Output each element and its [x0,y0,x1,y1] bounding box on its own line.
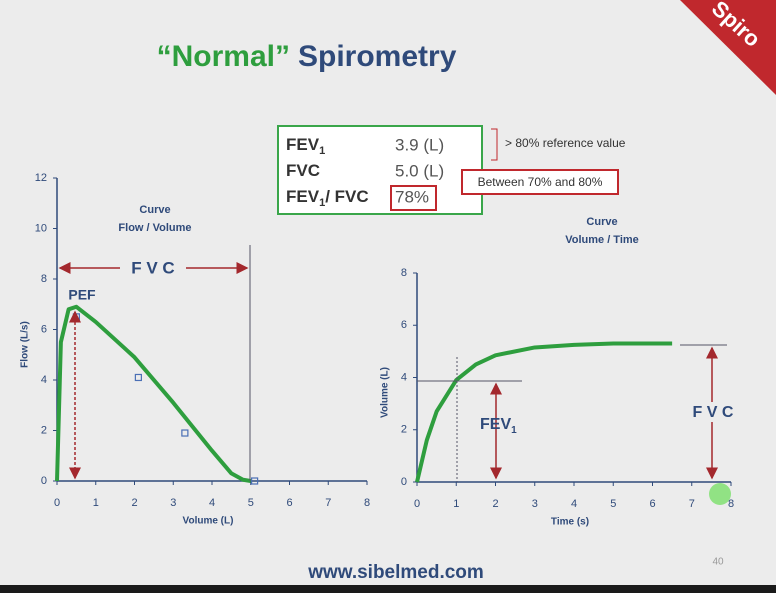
x-axis-label: Time (s) [551,517,589,528]
note: Between 70% and 80% [478,175,603,189]
metric-label: FVC [286,161,320,180]
x-tick-label: 0 [414,498,420,510]
y-tick-label: 2 [41,424,47,436]
x-tick-label: 5 [610,498,616,510]
annotation: F V C [131,258,174,277]
x-tick-label: 4 [209,497,215,509]
annotation-bg [690,402,736,422]
annotation: PEF [68,287,96,303]
x-tick-label: 3 [170,497,176,509]
x-tick-label: 4 [571,498,577,510]
x-tick-label: 6 [649,498,655,510]
reference-point [181,429,189,437]
annotation-text: FEV [480,416,511,433]
y-tick-label: 4 [41,374,47,386]
x-tick-label: 5 [248,497,254,509]
metric-subscript: 1 [319,145,325,157]
chart-title: Curve [586,216,617,228]
x-tick-label: 0 [54,497,60,509]
y-tick-label: 10 [35,222,47,234]
metric-value: 5.0 (L) [395,161,444,180]
x-tick-label: 8 [364,497,370,509]
metrics: FEV1 3.9 (L)FVC 5.0 (L)FEV1/ FVC 78% [286,135,444,208]
x-tick-label: 7 [325,497,331,509]
corner-banner [680,0,776,95]
x-axis-label: Volume (L) [183,516,234,527]
title-rest: Spirometry [298,40,457,73]
x-tick-label: 1 [453,498,459,510]
x-tick-label: 3 [532,498,538,510]
metrics-box [277,125,483,215]
metric-subscript: 1 [319,197,325,209]
chart-subtitle: Flow / Volume [118,222,191,234]
cursor-highlight [709,483,731,505]
x-tick-label: 7 [689,498,695,510]
y-axis-label: Flow (L/s) [20,321,31,368]
chart-subtitle: Volume / Time [565,234,639,246]
x-tick-label: 8 [728,498,734,510]
x-tick-label: 2 [131,497,137,509]
reference-point [134,373,142,382]
y-tick-label: 8 [401,267,407,279]
y-tick-label: 8 [41,273,47,285]
footer-url: www.sibelmed.com [307,562,484,583]
data-line [415,341,673,483]
note-box [461,169,619,195]
metric-name: FEV [286,135,320,154]
note-bracket [491,128,498,161]
title-quoted: “Normal” [157,40,290,73]
annotation-bg [120,258,186,278]
y-tick-label: 0 [401,476,407,488]
y-axis-label: Volume (L) [380,367,391,418]
y-tick-label: 6 [401,319,407,331]
metric-tail: / FVC [325,187,368,206]
page-number: 40 [712,557,724,568]
y-tick-label: 12 [35,172,47,184]
metric-value: 78% [395,187,429,206]
metric-name: FEV [286,187,320,206]
reference-point [251,477,259,485]
y-tick-label: 6 [41,323,47,335]
y-tick-label: 0 [41,475,47,487]
metric-name: FVC [286,161,320,180]
metric-value: 3.9 (L) [395,135,444,154]
note: > 80% reference value [505,136,626,150]
annotation: FEV1 [480,416,517,435]
x-tick-label: 2 [492,498,498,510]
annotation: F V C [693,404,734,421]
x-tick-label: 1 [93,497,99,509]
ratio-highlight [390,185,437,211]
metric-label: FEV1/ FVC [286,187,369,208]
chart-title: Curve [139,204,170,216]
x-tick-label: 6 [286,497,292,509]
y-tick-label: 2 [401,424,407,436]
annotation-subscript: 1 [511,425,517,436]
y-tick-label: 4 [401,371,407,383]
metric-label: FEV1 [286,135,325,156]
data-line [55,304,252,483]
